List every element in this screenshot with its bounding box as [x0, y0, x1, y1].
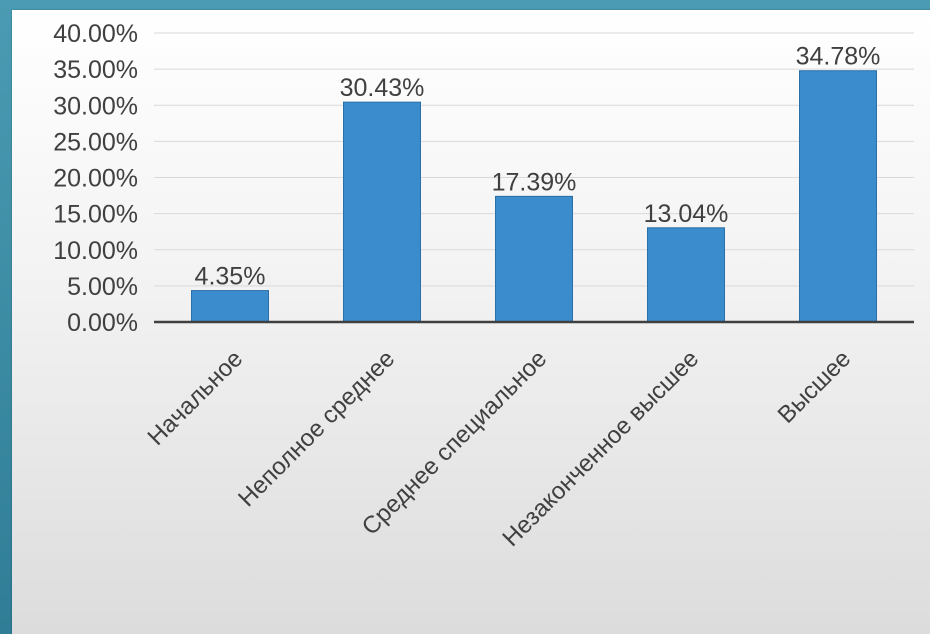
data-label: 34.78% — [796, 43, 881, 71]
data-labels: 4.35% 30.43% 17.39% 13.04% 34.78% — [195, 43, 881, 291]
bar — [647, 227, 725, 323]
y-tick-label: 20.00% — [53, 165, 138, 193]
category-label: Начальное — [143, 345, 249, 451]
y-tick-label: 5.00% — [67, 273, 138, 301]
y-tick-label: 30.00% — [53, 92, 138, 120]
y-tick-label: 25.00% — [53, 128, 138, 156]
category-label: Высшее — [773, 345, 857, 429]
y-tick-label: 35.00% — [53, 56, 138, 84]
y-tick-label: 10.00% — [53, 237, 138, 265]
bar — [343, 101, 421, 323]
data-label: 13.04% — [644, 200, 729, 228]
y-tick-label: 0.00% — [67, 309, 138, 337]
bar — [799, 70, 877, 323]
bar — [495, 195, 573, 323]
data-label: 4.35% — [195, 263, 266, 291]
y-tick-label: 40.00% — [53, 20, 138, 48]
bar-chart: 0.00% 5.00% 10.00% 15.00% 20.00% 25.00% 30.00%… — [53, 20, 914, 552]
chart-panel: 0.00% 5.00% 10.00% 15.00% 20.00% 25.00% 30.00%… — [12, 10, 930, 634]
category-label: Неполное среднее — [233, 345, 400, 512]
y-axis-tick-labels: 0.00% 5.00% 10.00% 15.00% 20.00% 25.00% 30.00%… — [53, 20, 138, 337]
data-label: 30.43% — [340, 74, 425, 102]
bars — [191, 70, 877, 323]
y-tick-label: 15.00% — [53, 201, 138, 229]
bar — [191, 290, 269, 323]
data-label: 17.39% — [492, 168, 577, 196]
